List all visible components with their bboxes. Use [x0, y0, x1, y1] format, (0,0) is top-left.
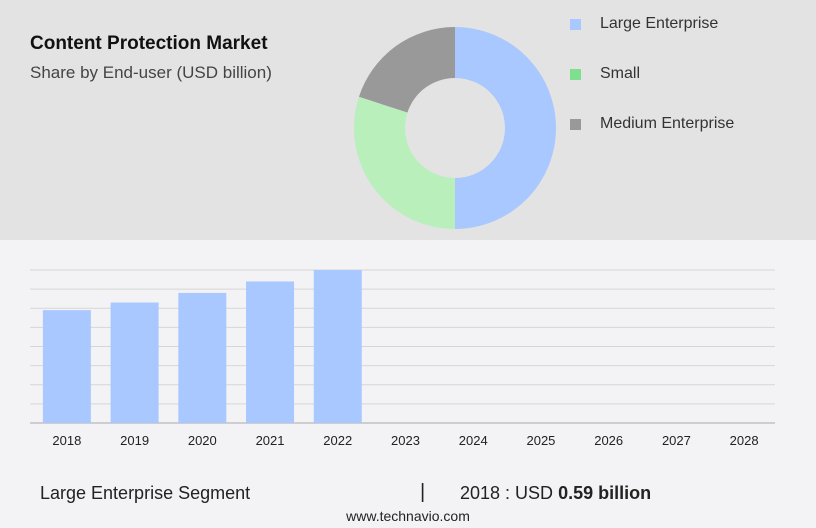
x-tick-label: 2018	[52, 433, 81, 448]
legend-label: Small	[600, 65, 641, 82]
legend-item-small: Small	[570, 65, 640, 83]
x-tick-label: 2023	[391, 433, 420, 448]
x-tick-label: 2021	[256, 433, 285, 448]
chart-subtitle: Share by End-user (USD billion)	[30, 63, 272, 82]
bar-2021	[246, 281, 295, 423]
bar-2018	[42, 310, 91, 423]
footer-separator: |	[420, 481, 426, 503]
donut-slice-small	[353, 96, 455, 230]
footer-amount: 0.59 billion	[558, 483, 652, 503]
legend-label: Medium Enterprise	[600, 115, 735, 132]
x-tick-label: 2022	[323, 433, 352, 448]
bar-2019	[110, 302, 159, 423]
x-tick-label: 2028	[730, 433, 759, 448]
bar-2020	[178, 292, 227, 423]
legend-swatch	[570, 118, 581, 130]
footer-segment: Large Enterprise Segment	[40, 483, 251, 503]
legend-swatch	[570, 18, 581, 30]
legend-swatch	[570, 68, 581, 80]
donut-slice-medium-enterprise	[358, 27, 455, 113]
x-tick-label: 2024	[459, 433, 488, 448]
x-tick-label: 2019	[120, 433, 149, 448]
legend-item-medium-enterprise: Medium Enterprise	[570, 115, 734, 133]
legend-label: Large Enterprise	[600, 15, 719, 32]
chart-title: Content Protection Market	[30, 33, 268, 54]
site-url: www.technavio.com	[346, 508, 470, 524]
footer-prefix: 2018 : USD	[460, 483, 559, 503]
x-tick-label: 2020	[188, 433, 217, 448]
footer-value: 2018 : USD 0.59 billion	[460, 483, 651, 504]
x-tick-label: 2025	[526, 433, 555, 448]
x-tick-label: 2027	[662, 433, 691, 448]
donut-slice-large-enterprise	[455, 27, 556, 229]
legend-item-large-enterprise: Large Enterprise	[570, 15, 718, 33]
x-tick-label: 2026	[594, 433, 623, 448]
bar-2022	[313, 270, 362, 423]
